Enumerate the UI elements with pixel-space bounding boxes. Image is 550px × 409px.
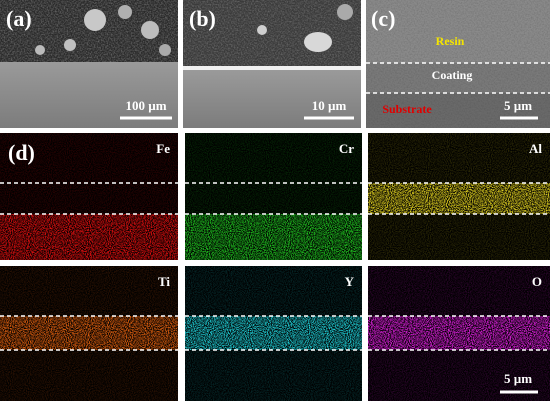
layer-label: Substrate	[382, 102, 432, 116]
map-faint	[0, 266, 178, 401]
scale-bar-label: 5 µm	[504, 371, 532, 386]
layer-label: Coating	[432, 68, 473, 82]
element-label: Y	[345, 274, 355, 289]
eds-maps: Fe Cr Al Ti Y O	[0, 133, 550, 401]
panel-b: (b) 10 µm	[183, 0, 361, 128]
panel-label: (d)	[8, 140, 35, 165]
element-label: Ti	[158, 274, 170, 289]
scale-bar-label: 10 µm	[312, 98, 347, 113]
scale-bar-label: 100 µm	[125, 98, 166, 113]
map-faint	[185, 266, 362, 401]
layer-label: Resin	[436, 34, 465, 48]
map-faint	[368, 133, 550, 260]
scale-bar-label: 5 µm	[504, 98, 532, 113]
element-label: O	[532, 274, 542, 289]
panel-label: (c)	[371, 6, 395, 31]
element-label: Al	[529, 141, 542, 156]
map-faint	[185, 133, 362, 260]
panel-label: (a)	[6, 6, 32, 31]
panel-label: (b)	[189, 6, 216, 31]
map-faint	[0, 133, 178, 260]
map-faint	[368, 266, 550, 401]
panel-a: (a) 100 µm	[0, 0, 178, 128]
element-label: Fe	[156, 141, 170, 156]
element-label: Cr	[339, 141, 354, 156]
panel-c: (c) Resin Coating Substrate 5 µm	[366, 0, 550, 128]
